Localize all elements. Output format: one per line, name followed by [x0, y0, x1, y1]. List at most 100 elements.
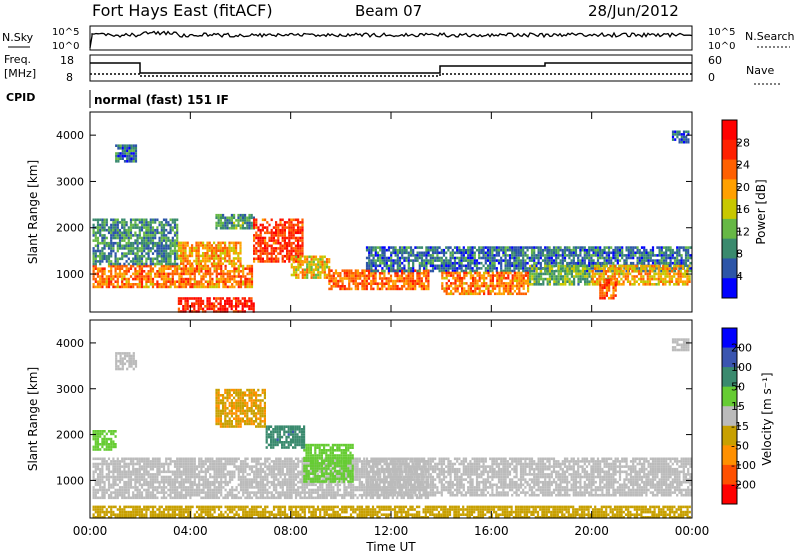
- heatmap-cell: [315, 274, 317, 277]
- heatmap-cell: [104, 255, 106, 258]
- heatmap-cell: [372, 277, 374, 280]
- heatmap-cell: [524, 262, 526, 265]
- heatmap-cell: [108, 229, 110, 232]
- heatmap-cell: [465, 274, 467, 277]
- heatmap-cell: [192, 468, 194, 471]
- heatmap-cell: [399, 262, 401, 265]
- heatmap-cell: [297, 266, 299, 269]
- heatmap-cell: [237, 305, 239, 308]
- heatmap-cell: [185, 489, 187, 492]
- heatmap-cell: [366, 246, 368, 249]
- heatmap-cell: [170, 497, 172, 500]
- heatmap-cell: [586, 265, 588, 268]
- heatmap-cell: [163, 260, 165, 263]
- heatmap-cell: [139, 473, 141, 476]
- heatmap-cell: [141, 465, 143, 468]
- heatmap-cell: [659, 252, 661, 255]
- heatmap-cell: [617, 257, 619, 260]
- heatmap-cell: [445, 257, 447, 260]
- heatmap-cell: [126, 255, 128, 258]
- heatmap-cell: [121, 460, 123, 463]
- heatmap-cell: [183, 278, 185, 281]
- heatmap-cell: [344, 272, 346, 275]
- heatmap-cell: [165, 280, 167, 283]
- heatmap-cell: [544, 278, 546, 281]
- heatmap-cell: [465, 257, 467, 260]
- heatmap-cell: [255, 224, 257, 227]
- heatmap-cell: [355, 280, 357, 283]
- heatmap-cell: [271, 250, 273, 253]
- heatmap-cell: [277, 239, 279, 242]
- heatmap-cell: [592, 275, 594, 278]
- heatmap-cell: [112, 473, 114, 476]
- heatmap-cell: [540, 262, 542, 265]
- heatmap-cell: [264, 250, 266, 253]
- heatmap-cell: [588, 257, 590, 260]
- heatmap-cell: [253, 260, 255, 263]
- heatmap-cell: [110, 491, 112, 494]
- heatmap-cell: [615, 252, 617, 255]
- heatmap-cell: [189, 275, 191, 278]
- heatmap-cell: [423, 265, 425, 268]
- heatmap-cell: [599, 246, 601, 249]
- heatmap-cell: [516, 265, 518, 268]
- heatmap-cell: [97, 255, 99, 258]
- heatmap-cell: [266, 255, 268, 258]
- heatmap-cell: [465, 265, 467, 268]
- heatmap-cell: [304, 271, 306, 274]
- heatmap-cell: [523, 277, 525, 280]
- heatmap-cell: [670, 257, 672, 260]
- heatmap-cell: [315, 276, 317, 279]
- heatmap-cell: [150, 278, 152, 281]
- heatmap-cell: [236, 267, 238, 270]
- heatmap-cell: [416, 280, 418, 283]
- heatmap-cell: [202, 260, 204, 263]
- heatmap-cell: [594, 280, 596, 283]
- heatmap-cell: [189, 468, 191, 471]
- heatmap-cell: [568, 252, 570, 255]
- heatmap-cell: [139, 497, 141, 500]
- heatmap-cell: [297, 237, 299, 240]
- heatmap-cell: [377, 265, 379, 268]
- heatmap-cell: [143, 270, 145, 273]
- heatmap-cell: [665, 246, 667, 249]
- heatmap-cell: [509, 267, 511, 270]
- heatmap-cell: [377, 285, 379, 288]
- heatmap-cell: [333, 285, 335, 288]
- heatmap-cell: [202, 308, 204, 311]
- heatmap-cell: [148, 463, 150, 466]
- heatmap-cell: [101, 267, 103, 270]
- heatmap-cell: [181, 494, 183, 497]
- heatmap-cell: [553, 278, 555, 281]
- heatmap-cell: [194, 458, 196, 461]
- heatmap-cell: [494, 285, 496, 288]
- heatmap-cell: [326, 266, 328, 269]
- heatmap-cell: [394, 285, 396, 288]
- heatmap-cell: [180, 260, 182, 263]
- heatmap-cell: [251, 217, 253, 220]
- heatmap-cell: [264, 237, 266, 240]
- heatmap-cell: [579, 254, 581, 257]
- heatmap-cell: [641, 262, 643, 265]
- heatmap-cell: [478, 267, 480, 270]
- heatmap-cell: [557, 262, 559, 265]
- heatmap-cell: [421, 288, 423, 291]
- heatmap-cell: [536, 270, 538, 273]
- heatmap-cell: [674, 270, 676, 273]
- heatmap-cell: [623, 275, 625, 278]
- heatmap-cell: [498, 246, 500, 249]
- heatmap-cell: [117, 157, 119, 160]
- heatmap-cell: [253, 258, 255, 261]
- heatmap-cell: [428, 259, 430, 262]
- heatmap-cell: [167, 481, 169, 484]
- heatmap-cell: [324, 271, 326, 274]
- heatmap-cell: [112, 491, 114, 494]
- heatmap-cell: [126, 245, 128, 248]
- heatmap-cell: [665, 259, 667, 262]
- heatmap-cell: [544, 249, 546, 252]
- heatmap-cell: [143, 219, 145, 222]
- heatmap-cell: [476, 262, 478, 265]
- heatmap-cell: [150, 468, 152, 471]
- heatmap-cell: [187, 270, 189, 273]
- heatmap-cell: [176, 232, 178, 235]
